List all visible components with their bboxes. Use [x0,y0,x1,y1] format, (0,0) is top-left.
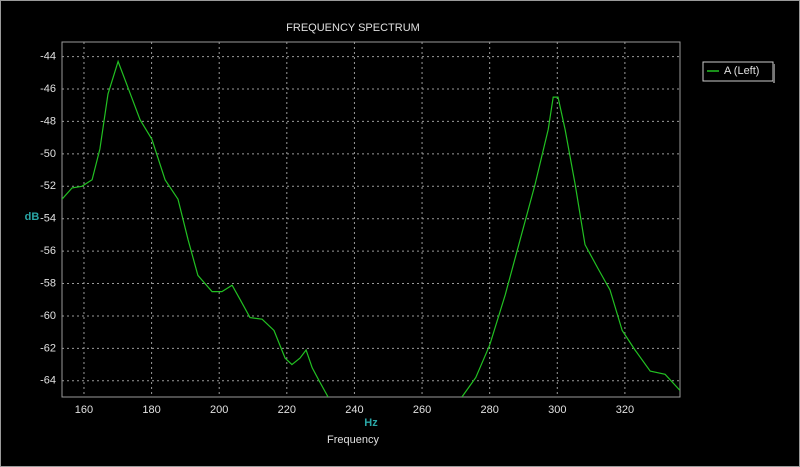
chart-title: FREQUENCY SPECTRUM [286,22,420,34]
x-axis-label: Frequency [327,434,379,446]
y-tick-label: -44 [40,50,56,62]
y-tick-label: -58 [40,277,56,289]
y-axis-label: dB [25,211,40,223]
x-tick-label: 320 [616,404,634,416]
y-tick-label: -64 [40,375,56,387]
series-line [62,59,680,397]
y-tick-label: -48 [40,115,56,127]
x-tick-label: 180 [142,404,160,416]
x-axis-unit: Hz [364,417,378,429]
x-tick-label: 220 [278,404,296,416]
y-tick-label: -54 [40,213,56,225]
y-tick-label: -56 [40,245,56,257]
x-tick-label: 300 [548,404,566,416]
x-tick-label: 160 [75,404,93,416]
legend-label: A (Left) [724,65,759,77]
plot-area [61,41,681,398]
legend: A (Left) [702,61,775,83]
y-tick-label: -60 [40,310,56,322]
y-tick-label: -52 [40,180,56,192]
y-tick-label: -62 [40,342,56,354]
x-tick-label: 280 [480,404,498,416]
y-tick-label: -50 [40,148,56,160]
x-tick-label: 260 [413,404,431,416]
x-tick-label: 200 [210,404,228,416]
y-tick-label: -46 [40,83,56,95]
x-tick-label: 240 [345,404,363,416]
